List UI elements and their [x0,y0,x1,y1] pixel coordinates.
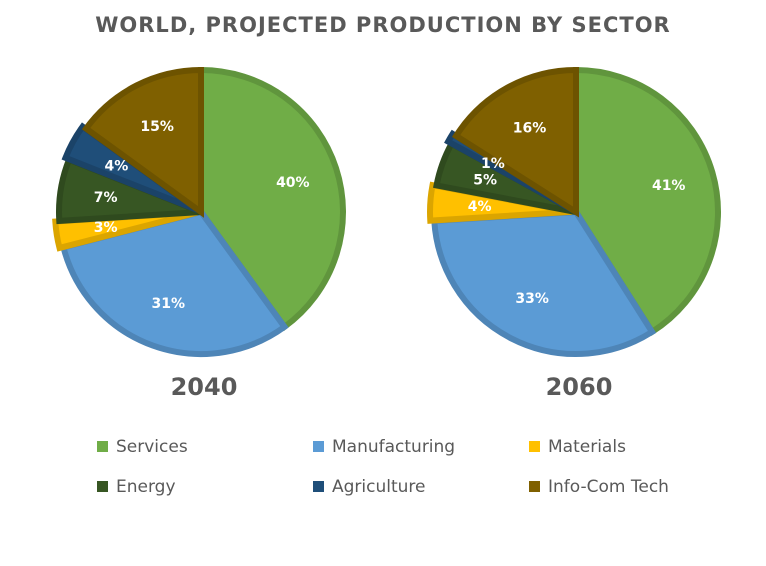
data-label-2040-manufacturing: 31% [152,296,186,312]
legend-swatch-energy [97,481,108,492]
data-label-2060-agriculture: 1% [481,156,505,172]
data-label-2060-materials: 4% [468,199,492,215]
pie-2060: 41% 33% 4% 5%1% 16% 2060 [427,66,721,401]
pie-year-label-2040: 2040 [171,373,238,401]
data-label-2040-info-com-tech: 15% [140,119,174,135]
slice-2060-manufacturing [431,208,657,357]
slice-2040-manufacturing [59,208,289,357]
legend-swatch-agriculture [313,481,324,492]
slice-2060-materials [427,181,573,224]
legend-item-info-com-tech: Info-Com Tech [529,477,669,497]
legend-item-energy: Energy [97,477,176,497]
slice-2040-info-com-tech [81,66,204,218]
slice-2060-info-com-tech [451,66,579,218]
legend-label-services: Services [116,437,188,457]
legend-item-materials: Materials [529,437,626,457]
legend-item-services: Services [97,437,188,457]
legend-swatch-manufacturing [313,441,324,452]
legend-swatch-info-com-tech [529,481,540,492]
legend-swatch-services [97,441,108,452]
legend-label-energy: Energy [116,477,176,497]
slice-2040-services [198,66,346,332]
data-label-2060-energy: 5% [473,172,497,188]
legend-label-manufacturing: Manufacturing [332,437,455,457]
legend: Services Manufacturing Materials Energy Agri… [97,437,669,497]
chart-title: WORLD, PROJECTED PRODUCTION BY SECTOR [95,13,670,37]
data-label-2040-services: 40% [276,175,310,191]
pies-group: 40% 31% 3% 7% 4% 15% 2040 41% 33% 4% 5%1% 16% 2060 [52,66,721,401]
data-label-2060-services: 41% [652,178,686,194]
data-label-2040-agriculture: 4% [104,158,128,174]
legend-item-agriculture: Agriculture [313,477,426,497]
legend-label-materials: Materials [548,437,626,457]
legend-label-info-com-tech: Info-Com Tech [548,477,669,497]
legend-item-manufacturing: Manufacturing [313,437,455,457]
pie-2040: 40% 31% 3% 7% 4% 15% 2040 [52,66,346,401]
pie-year-label-2060: 2060 [546,373,613,401]
data-label-2060-manufacturing: 33% [515,291,549,307]
data-label-2040-energy: 7% [94,190,118,206]
legend-swatch-materials [529,441,540,452]
slice-2040-agriculture [61,122,200,213]
data-label-2040-materials: 3% [94,220,118,236]
data-label-2060-info-com-tech: 16% [513,120,547,136]
legend-label-agriculture: Agriculture [332,477,426,497]
